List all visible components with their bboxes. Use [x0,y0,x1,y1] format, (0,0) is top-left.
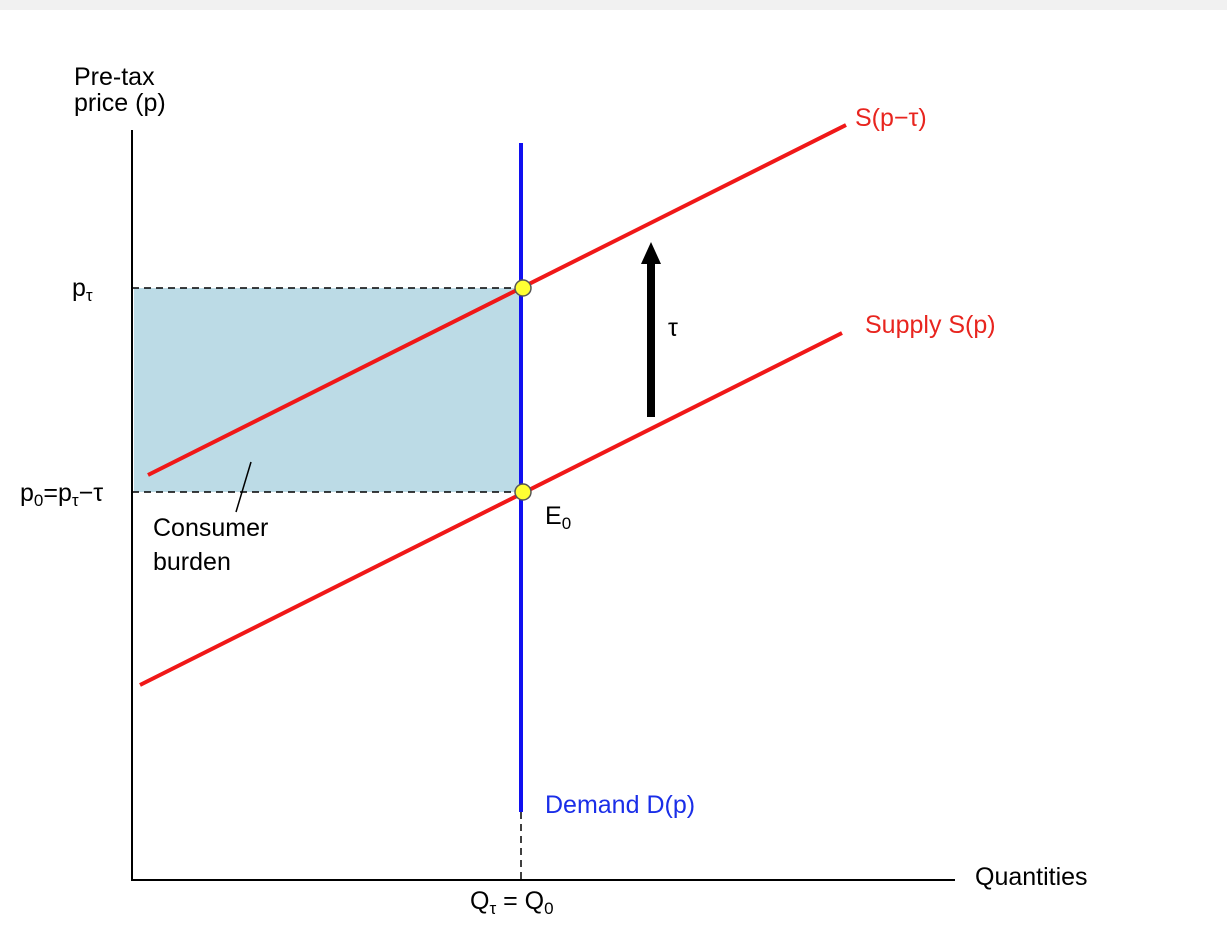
curve-label: Supply S(p) [865,311,996,339]
curve-label: S(p−τ) [855,104,927,132]
text: p [72,274,86,302]
text: 0 [544,899,554,918]
x-axis-label: Quantities [975,863,1088,891]
tax-arrowhead [641,242,661,264]
text: Q [470,887,490,915]
point-label: E0 [545,502,572,534]
equilibrium-point [514,483,532,501]
price-label: p0=pτ−τ [20,479,104,511]
pointer-line [235,461,252,513]
price-label: pτ [72,274,93,306]
text: −τ [78,479,104,507]
taxed-supply-curve [147,123,847,477]
quantity-label: Qτ = Q0 [470,887,554,919]
curve-label: Demand D(p) [545,791,696,819]
top-band [0,0,1227,10]
text: 0 [33,491,44,510]
text: = Q [496,887,545,915]
text: τ [489,899,497,918]
annotation: Consumer burden [153,514,269,576]
text: 0 [561,514,572,533]
text: =p [43,479,72,507]
text: E [545,502,562,530]
y-axis-label: Pre-tax price (p) [74,63,166,118]
tax-label: τ [668,314,678,342]
text: τ [85,286,93,305]
supply-curve [139,331,843,687]
equilibrium-point [514,279,532,297]
text: p [20,479,34,507]
text: τ [71,491,79,510]
